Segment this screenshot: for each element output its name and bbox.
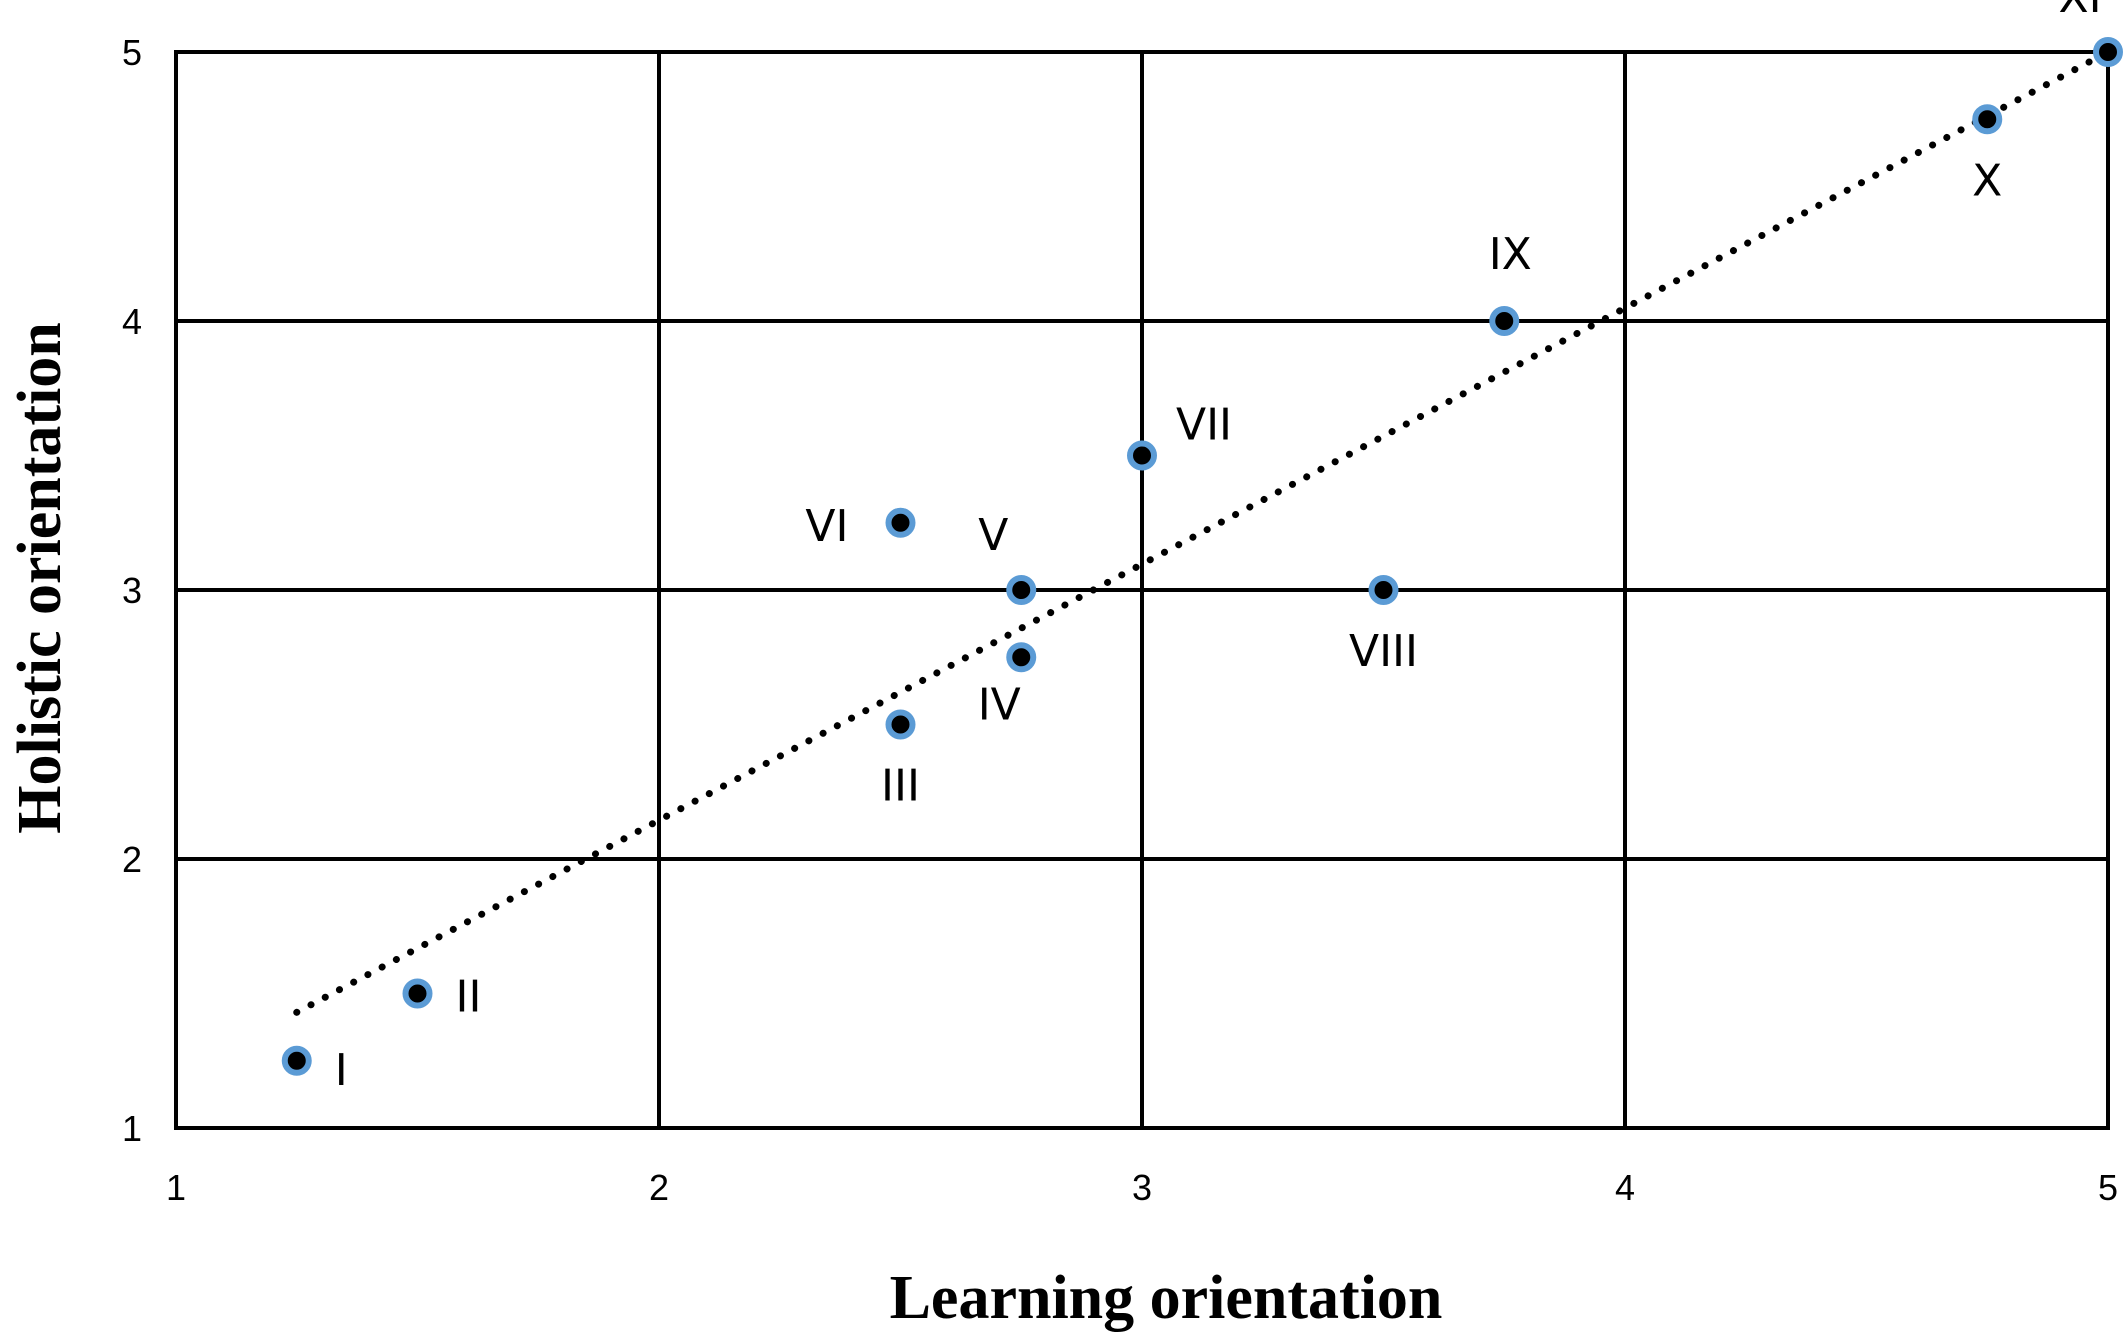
y-axis-title: Holistic orientation: [6, 322, 74, 833]
data-point-V: [1006, 575, 1037, 605]
trendline: [293, 48, 2112, 1016]
data-point-X: [1972, 104, 2003, 135]
data-point-II: [402, 978, 433, 1009]
labels-layer: IIIIIIIVVVIVIIVIIIIXXXI: [335, 0, 2102, 1096]
x-tick-label: 4: [1615, 1167, 1635, 1208]
data-point-IX: [1489, 306, 1520, 336]
point-label-IV: IV: [978, 679, 1021, 730]
data-point-XI: [2093, 37, 2123, 67]
point-label-VIII: VIII: [1349, 626, 1418, 677]
x-tick-label: 3: [1132, 1167, 1152, 1208]
point-label-IX: IX: [1489, 229, 1532, 280]
x-tick-label: 1: [166, 1167, 186, 1208]
x-tick-label: 5: [2098, 1167, 2118, 1208]
trendline-layer: [293, 48, 2112, 1016]
point-label-XI: XI: [2058, 0, 2101, 23]
y-tick-label: 2: [122, 839, 142, 880]
plot-border: [174, 50, 2110, 1130]
grid-layer: 1 2 3 4 5 1 2 3 4 5: [122, 32, 2118, 1208]
data-point-I: [281, 1045, 312, 1076]
data-point-VIII: [1368, 575, 1399, 605]
points-layer: [281, 37, 2123, 1076]
y-tick-label: 4: [122, 301, 142, 342]
y-tick-label: 3: [122, 570, 142, 611]
y-tick-label: 1: [122, 1108, 142, 1149]
data-point-IV: [1006, 642, 1037, 673]
point-label-X: X: [1972, 155, 2002, 206]
data-point-III: [885, 709, 916, 740]
point-label-VI: VI: [805, 501, 848, 552]
data-point-VII: [1127, 440, 1157, 471]
data-point-VI: [885, 507, 916, 538]
point-label-III: III: [881, 761, 920, 812]
x-axis-title: Learning orientation: [890, 1264, 1443, 1332]
y-tick-label: 5: [122, 32, 142, 73]
x-tick-label: 2: [649, 1167, 669, 1208]
point-label-II: II: [456, 972, 482, 1023]
point-label-VII: VII: [1176, 400, 1232, 451]
point-label-I: I: [335, 1045, 348, 1096]
point-label-V: V: [978, 510, 1008, 561]
